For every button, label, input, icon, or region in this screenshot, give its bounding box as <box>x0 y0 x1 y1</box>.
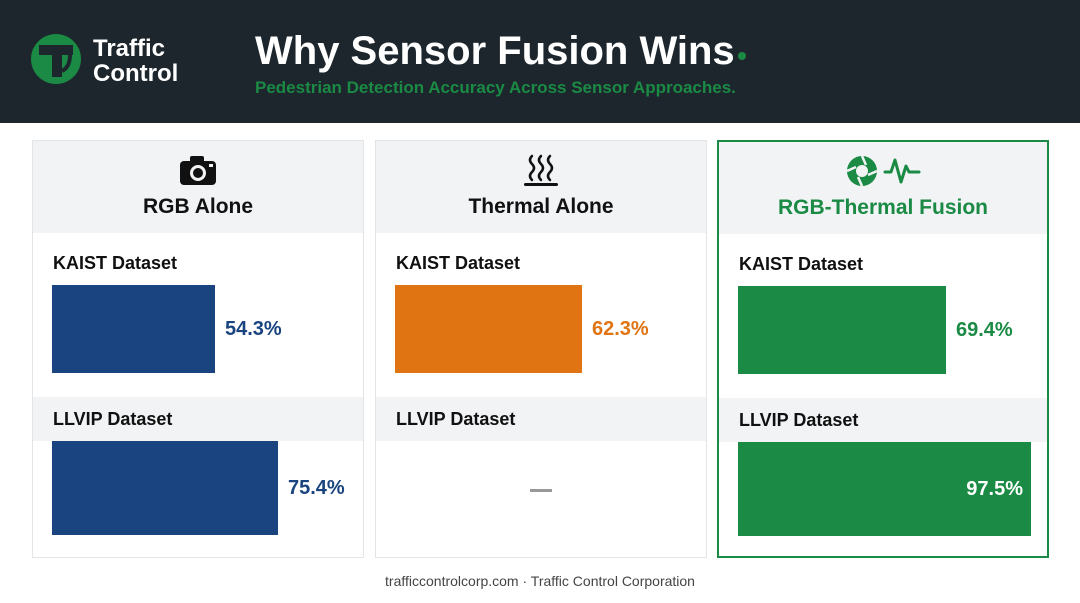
footer-text: trafficcontrolcorp.com · Traffic Control… <box>385 573 695 589</box>
panel-title: Thermal Alone <box>468 195 614 218</box>
title-dot <box>737 52 746 60</box>
bar-fusion-kaist <box>738 286 946 374</box>
dataset-label: KAIST Dataset <box>739 254 864 274</box>
dataset-label: LLVIP Dataset <box>739 410 859 430</box>
dataset-label: LLVIP Dataset <box>396 409 516 429</box>
dataset-header-kaist: KAIST Dataset <box>376 241 706 285</box>
page-subtitle: Pedestrian Detection Accuracy Across Sen… <box>255 78 736 97</box>
panel-thermal-alone: Thermal Alone KAIST Dataset 62.3% LLVIP … <box>375 140 707 558</box>
value-label-fusion-kaist: 69.4% <box>956 319 1013 341</box>
panel-header: RGB-Thermal Fusion <box>719 142 1047 234</box>
value-label-thermal-kaist: 62.3% <box>592 318 649 340</box>
bar-rgb-llvip <box>52 441 278 535</box>
dataset-header-llvip: LLVIP Dataset <box>719 398 1047 442</box>
page-title: Why Sensor Fusion Wins <box>255 29 735 73</box>
dataset-header-kaist: KAIST Dataset <box>33 241 363 285</box>
value-label-rgb-kaist: 54.3% <box>225 318 282 340</box>
dataset-header-llvip: LLVIP Dataset <box>33 397 363 441</box>
fusion-icon <box>845 154 921 188</box>
panel-title: RGB-Thermal Fusion <box>777 196 988 219</box>
brand-name: Traffic Control <box>93 36 178 86</box>
brand-line-2: Control <box>93 60 179 87</box>
panel-title: RGB Alone <box>142 195 254 218</box>
panel-header: RGB Alone <box>33 141 363 233</box>
heat-waves-icon <box>522 153 560 187</box>
value-label-fusion-llvip: 97.5% <box>966 478 1023 500</box>
traffic-control-logo-icon <box>31 34 81 84</box>
dataset-header-kaist: KAIST Dataset <box>719 242 1047 286</box>
panel-header: Thermal Alone <box>376 141 706 233</box>
value-label-rgb-llvip: 75.4% <box>288 477 345 499</box>
no-data-dash <box>530 489 552 492</box>
panel-rgb-alone: RGB Alone KAIST Dataset 54.3% LLVIP Data… <box>32 140 364 558</box>
bar-thermal-kaist <box>395 285 582 373</box>
camera-icon <box>179 153 217 187</box>
bar-rgb-kaist <box>52 285 215 373</box>
header-bar: Traffic Control Why Sensor Fusion Wins P… <box>0 0 1080 123</box>
dataset-label: LLVIP Dataset <box>53 409 173 429</box>
dataset-label: KAIST Dataset <box>53 253 178 273</box>
brand-line-1: Traffic <box>93 35 166 62</box>
panel-rgb-thermal-fusion: RGB-Thermal Fusion KAIST Dataset 69.4% L… <box>717 140 1049 558</box>
dataset-label: KAIST Dataset <box>396 253 521 273</box>
page-title-wrap: Why Sensor Fusion Wins <box>255 26 746 76</box>
dataset-header-llvip: LLVIP Dataset <box>376 397 706 441</box>
bar-fusion-llvip <box>738 442 1031 536</box>
